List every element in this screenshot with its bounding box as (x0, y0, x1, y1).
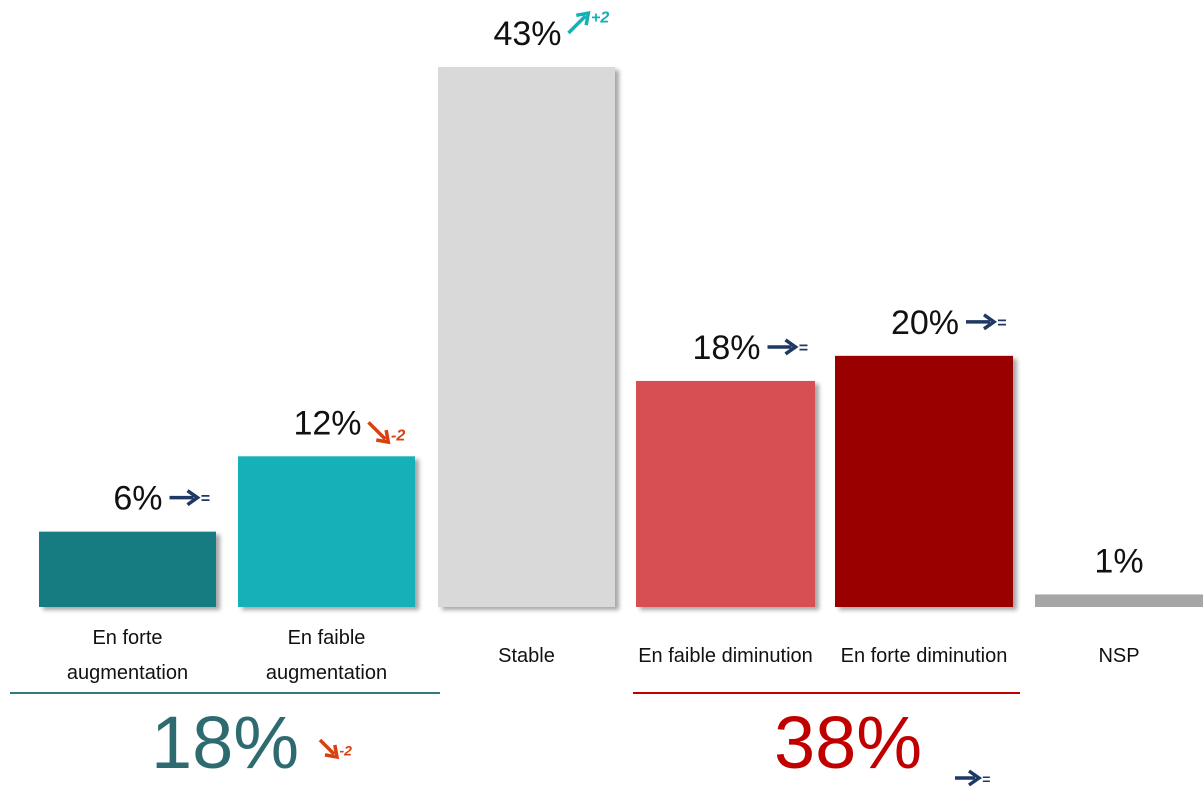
trend-label: = (982, 771, 990, 787)
trend-label: = (997, 315, 1006, 332)
arrow-head (967, 769, 983, 787)
arrow-head (575, 11, 591, 26)
category-label: En faible diminution (638, 644, 813, 667)
bar (238, 456, 415, 607)
bar (438, 67, 615, 607)
value-label: 18% (692, 329, 760, 367)
arrow-shaft (318, 738, 336, 756)
value-label: 1% (1094, 542, 1143, 580)
arrow-head (982, 313, 998, 331)
category-label: Stable (498, 644, 555, 667)
trend-arrow (169, 489, 201, 507)
trend-label: +2 (591, 10, 609, 27)
value-label: 12% (293, 404, 361, 442)
bar (835, 355, 1013, 607)
arrow-head (324, 744, 340, 760)
trend-arrow (567, 11, 591, 35)
arrow-head (186, 489, 201, 507)
trend-label: = (799, 340, 808, 357)
trend-arrow (767, 338, 799, 356)
trend-label: = (201, 491, 210, 508)
trend-arrow (318, 738, 340, 760)
category-label: En forte diminution (840, 644, 1008, 667)
group-value: 38% (774, 701, 922, 784)
trend-arrow (367, 421, 391, 445)
value-label: 43% (493, 15, 561, 53)
trend-label: -2 (340, 743, 353, 759)
category-label: En faible augmentation (265, 627, 388, 684)
arrow-head (784, 338, 799, 356)
category-label: En forte augmentation (66, 627, 189, 684)
trend-arrow (966, 313, 998, 331)
arrow-head (375, 429, 391, 445)
value-label: 20% (891, 304, 959, 342)
bar (39, 531, 216, 607)
bar (636, 380, 815, 607)
group-value: 18% (151, 701, 299, 784)
value-label: 6% (113, 480, 162, 518)
category-label: NSP (1098, 644, 1140, 667)
trend-arrow (955, 769, 983, 787)
arrow-shaft (567, 14, 587, 35)
arrow-shaft (367, 421, 387, 441)
trend-label: -2 (391, 427, 405, 444)
bar (1035, 594, 1203, 607)
